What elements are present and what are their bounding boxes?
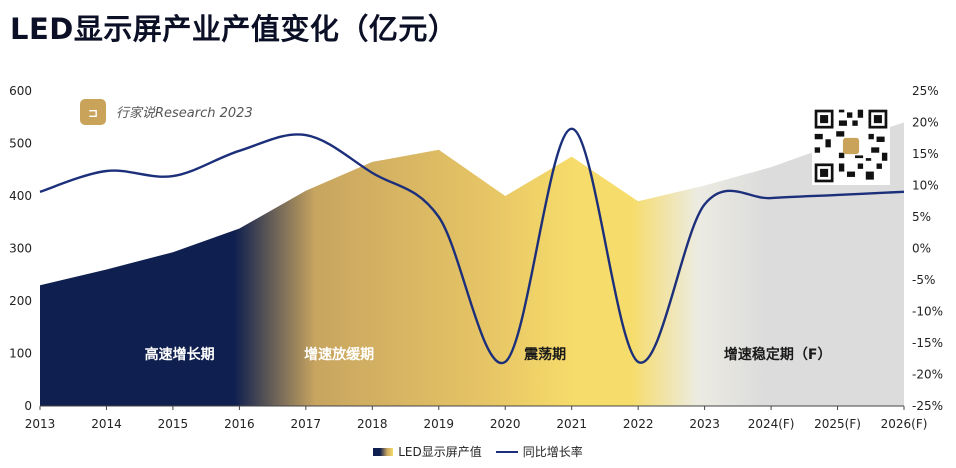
line-point-2021: [571, 128, 573, 130]
y-left-tick-label: 500: [9, 137, 32, 151]
watermark-logo-icon: [80, 99, 106, 125]
y-right-tick-label: 20%: [912, 116, 939, 130]
watermark-logo-glyph: ⊐: [88, 106, 98, 120]
legend: LED显示屏产值 同比增长率: [0, 443, 956, 460]
y-right-tick-label: 15%: [912, 147, 939, 161]
x-tick-label: 2016: [224, 417, 255, 431]
legend-label-growth: 同比增长率: [522, 445, 583, 459]
x-tick-label: 2023: [689, 417, 720, 431]
line-point-2023: [703, 203, 705, 205]
x-tick-label: 2017: [291, 417, 322, 431]
line-point-2026(F): [903, 191, 905, 193]
x-tick-label: 2021: [556, 417, 587, 431]
legend-item-output: LED显示屏产值: [373, 443, 482, 460]
y-right-tick-label: -20%: [912, 368, 943, 382]
x-tick-label: 2015: [158, 417, 189, 431]
x-tick-label: 2020: [490, 417, 521, 431]
line-point-2019: [438, 216, 440, 218]
line-point-2020: [504, 361, 506, 363]
x-tick-label: 2014: [91, 417, 122, 431]
phase-label: 增速稳定期（F）: [724, 346, 832, 363]
y-left-tick-label: 0: [24, 399, 32, 413]
y-right-tick-label: -5%: [912, 273, 935, 287]
y-left-tick-label: 400: [9, 189, 32, 203]
y-left-tick-label: 600: [9, 84, 32, 98]
line-point-2014: [105, 170, 107, 172]
line-point-2024(F): [770, 197, 772, 199]
x-tick-label: 2019: [424, 417, 455, 431]
y-left-tick-label: 200: [9, 294, 32, 308]
y-right-tick-label: 0%: [912, 242, 931, 256]
line-point-2022: [637, 361, 639, 363]
y-right-tick-label: -15%: [912, 336, 943, 350]
line-point-2016: [238, 150, 240, 152]
y-left-tick-label: 300: [9, 242, 32, 256]
line-point-2018: [371, 172, 373, 174]
y-right-tick-label: 25%: [912, 84, 939, 98]
watermark: ⊐ 行家说Research 2023: [80, 99, 253, 125]
line-point-2025(F): [836, 194, 838, 196]
qr-code-icon: [812, 107, 890, 185]
y-right-tick-label: 10%: [912, 179, 939, 193]
x-tick-label: 2013: [25, 417, 56, 431]
y-right-tick-label: -25%: [912, 399, 943, 413]
legend-swatch-output: [373, 447, 394, 456]
x-tick-label: 2024(F): [748, 417, 795, 431]
legend-item-growth: 同比增长率: [495, 443, 583, 460]
y-left-tick-label: 100: [9, 347, 32, 361]
phase-label: 增速放缓期: [304, 346, 374, 363]
x-tick-label: 2022: [623, 417, 654, 431]
legend-label-output: LED显示屏产值: [398, 445, 482, 459]
line-point-2013: [39, 191, 41, 193]
legend-swatch-growth: [495, 450, 518, 453]
line-point-2015: [172, 175, 174, 177]
chart-title: LED显示屏产业产值变化（亿元）: [10, 12, 458, 46]
y-right-tick-label: 5%: [912, 210, 931, 224]
area-output: [40, 122, 904, 406]
x-tick-label: 2026(F): [881, 417, 928, 431]
watermark-label: 行家说Research 2023: [116, 105, 253, 121]
x-tick-label: 2025(F): [814, 417, 861, 431]
phase-label: 震荡期: [523, 346, 566, 363]
phase-label: 高速增长期: [145, 346, 215, 363]
line-point-2017: [305, 134, 307, 136]
y-right-tick-label: -10%: [912, 305, 943, 319]
x-tick-label: 2018: [357, 417, 388, 431]
line-growth: [39, 127, 905, 365]
